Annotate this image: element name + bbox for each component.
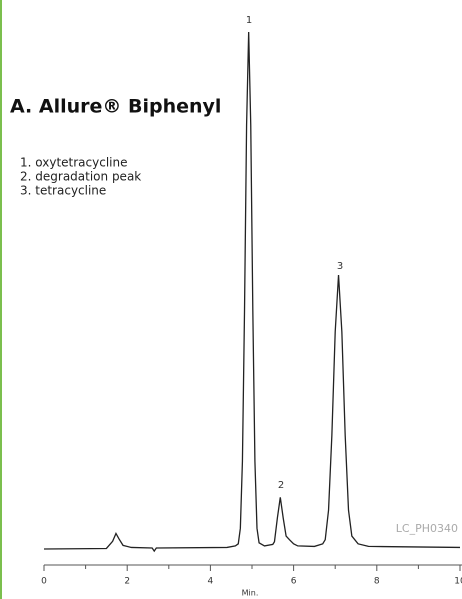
watermark: LC_PH0340: [396, 522, 458, 535]
chromatogram-trace: [43, 31, 461, 553]
legend-item: 1. oxytetracycline: [20, 156, 127, 170]
x-tick-label: 6: [291, 577, 297, 587]
peak-label: 3: [337, 261, 343, 272]
x-tick-label: 4: [208, 577, 214, 587]
legend-item: 2. degradation peak: [20, 170, 141, 184]
legend-item: 3. tetracycline: [20, 184, 106, 198]
x-tick-label: 2: [124, 577, 130, 587]
peak-label: 2: [278, 480, 284, 491]
x-tick-label: 0: [41, 577, 47, 587]
chart-title: A. Allure® Biphenyl: [10, 96, 221, 118]
left-border: [0, 0, 2, 599]
x-tick-label: 8: [374, 577, 380, 587]
x-tick-label: 10: [454, 577, 462, 587]
x-axis-label: Min.: [242, 589, 259, 598]
peak-label: 1: [246, 15, 252, 26]
